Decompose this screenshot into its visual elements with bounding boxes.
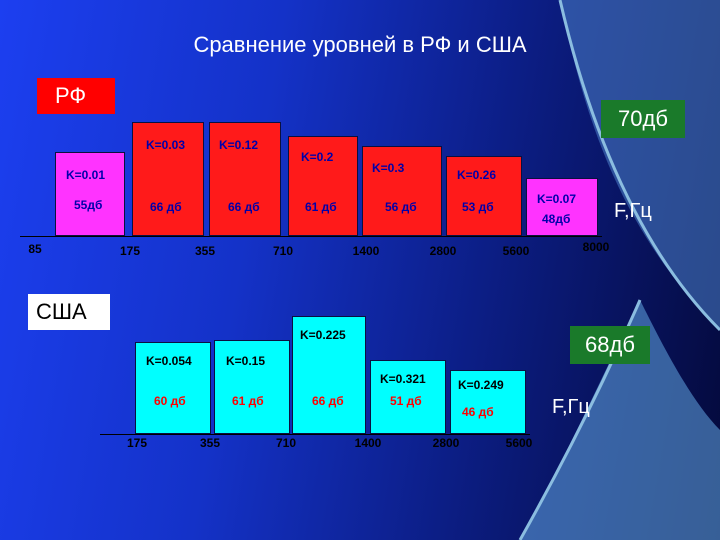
rf-tick: 175 [119, 244, 141, 258]
us-k-2800: K=0.249 [458, 378, 504, 392]
rf-bar-5600 [526, 178, 598, 236]
rf-db-2800: 53 дб [462, 200, 494, 214]
us-db-175: 60 дб [154, 394, 186, 408]
rf-bar-2800 [446, 156, 522, 236]
us-max-level: 68дб [570, 326, 650, 364]
us-tick: 2800 [432, 436, 460, 450]
rf-tick: 85 [28, 242, 42, 256]
us-k-710: K=0.225 [300, 328, 346, 342]
us-bar-355 [214, 340, 290, 434]
us-freq-label: F,Гц [552, 396, 590, 418]
rf-tick: 355 [194, 244, 216, 258]
us-tick: 5600 [505, 436, 533, 450]
rf-tick: 1400 [352, 244, 380, 258]
rf-db-1400: 56 дб [385, 200, 417, 214]
rf-bar-355 [209, 122, 281, 236]
rf-db-355: 66 дб [228, 200, 260, 214]
rf-db-85: 55дб [74, 198, 103, 212]
us-db-710: 66 дб [312, 394, 344, 408]
us-max-level-text: 68дб [585, 332, 635, 357]
rf-tick: 710 [272, 244, 294, 258]
rf-db-710: 61 дб [305, 200, 337, 214]
rf-k-355: K=0.12 [219, 138, 259, 152]
us-k-355: K=0.15 [226, 354, 266, 368]
us-bar-175 [135, 342, 211, 434]
slide-title: Сравнение уровней в РФ и США [193, 32, 527, 57]
us-label: США [28, 294, 110, 330]
rf-max-level: 70дб [601, 100, 685, 138]
rf-freq-label: F,Гц [614, 200, 652, 222]
rf-db-175: 66 дб [150, 200, 182, 214]
rf-label-text: РФ [55, 83, 87, 108]
us-db-1400: 51 дб [390, 394, 422, 408]
us-k-1400: K=0.321 [380, 372, 426, 386]
rf-bar-85 [55, 152, 125, 236]
us-tick: 1400 [354, 436, 382, 450]
us-db-2800: 46 дб [462, 405, 494, 419]
us-k-175: K=0.054 [146, 354, 192, 368]
rf-bar-710 [288, 136, 358, 236]
us-bar-2800 [450, 370, 526, 434]
rf-db-5600: 48дб [542, 212, 571, 226]
rf-bar-1400 [362, 146, 442, 236]
rf-tick: 2800 [429, 244, 457, 258]
rf-bar-175 [132, 122, 204, 236]
us-tick: 175 [126, 436, 148, 450]
rf-tick: 5600 [502, 244, 530, 258]
us-tick: 355 [199, 436, 221, 450]
us-label-text: США [36, 299, 87, 324]
rf-k-1400: K=0.3 [372, 161, 405, 175]
us-db-355: 61 дб [232, 394, 264, 408]
rf-k-2800: K=0.26 [457, 168, 497, 182]
rf-max-level-text: 70дб [618, 106, 668, 131]
us-bar-1400 [370, 360, 446, 434]
us-bar-710 [292, 316, 366, 434]
rf-k-5600: K=0.07 [537, 192, 577, 206]
rf-k-175: K=0.03 [146, 138, 186, 152]
us-axis-line [100, 434, 530, 435]
us-tick: 710 [275, 436, 297, 450]
rf-label: РФ [37, 78, 115, 114]
rf-k-710: K=0.2 [301, 150, 334, 164]
rf-axis-line [20, 236, 602, 237]
rf-k-85: K=0.01 [66, 168, 106, 182]
rf-tick: 8000 [582, 240, 610, 254]
